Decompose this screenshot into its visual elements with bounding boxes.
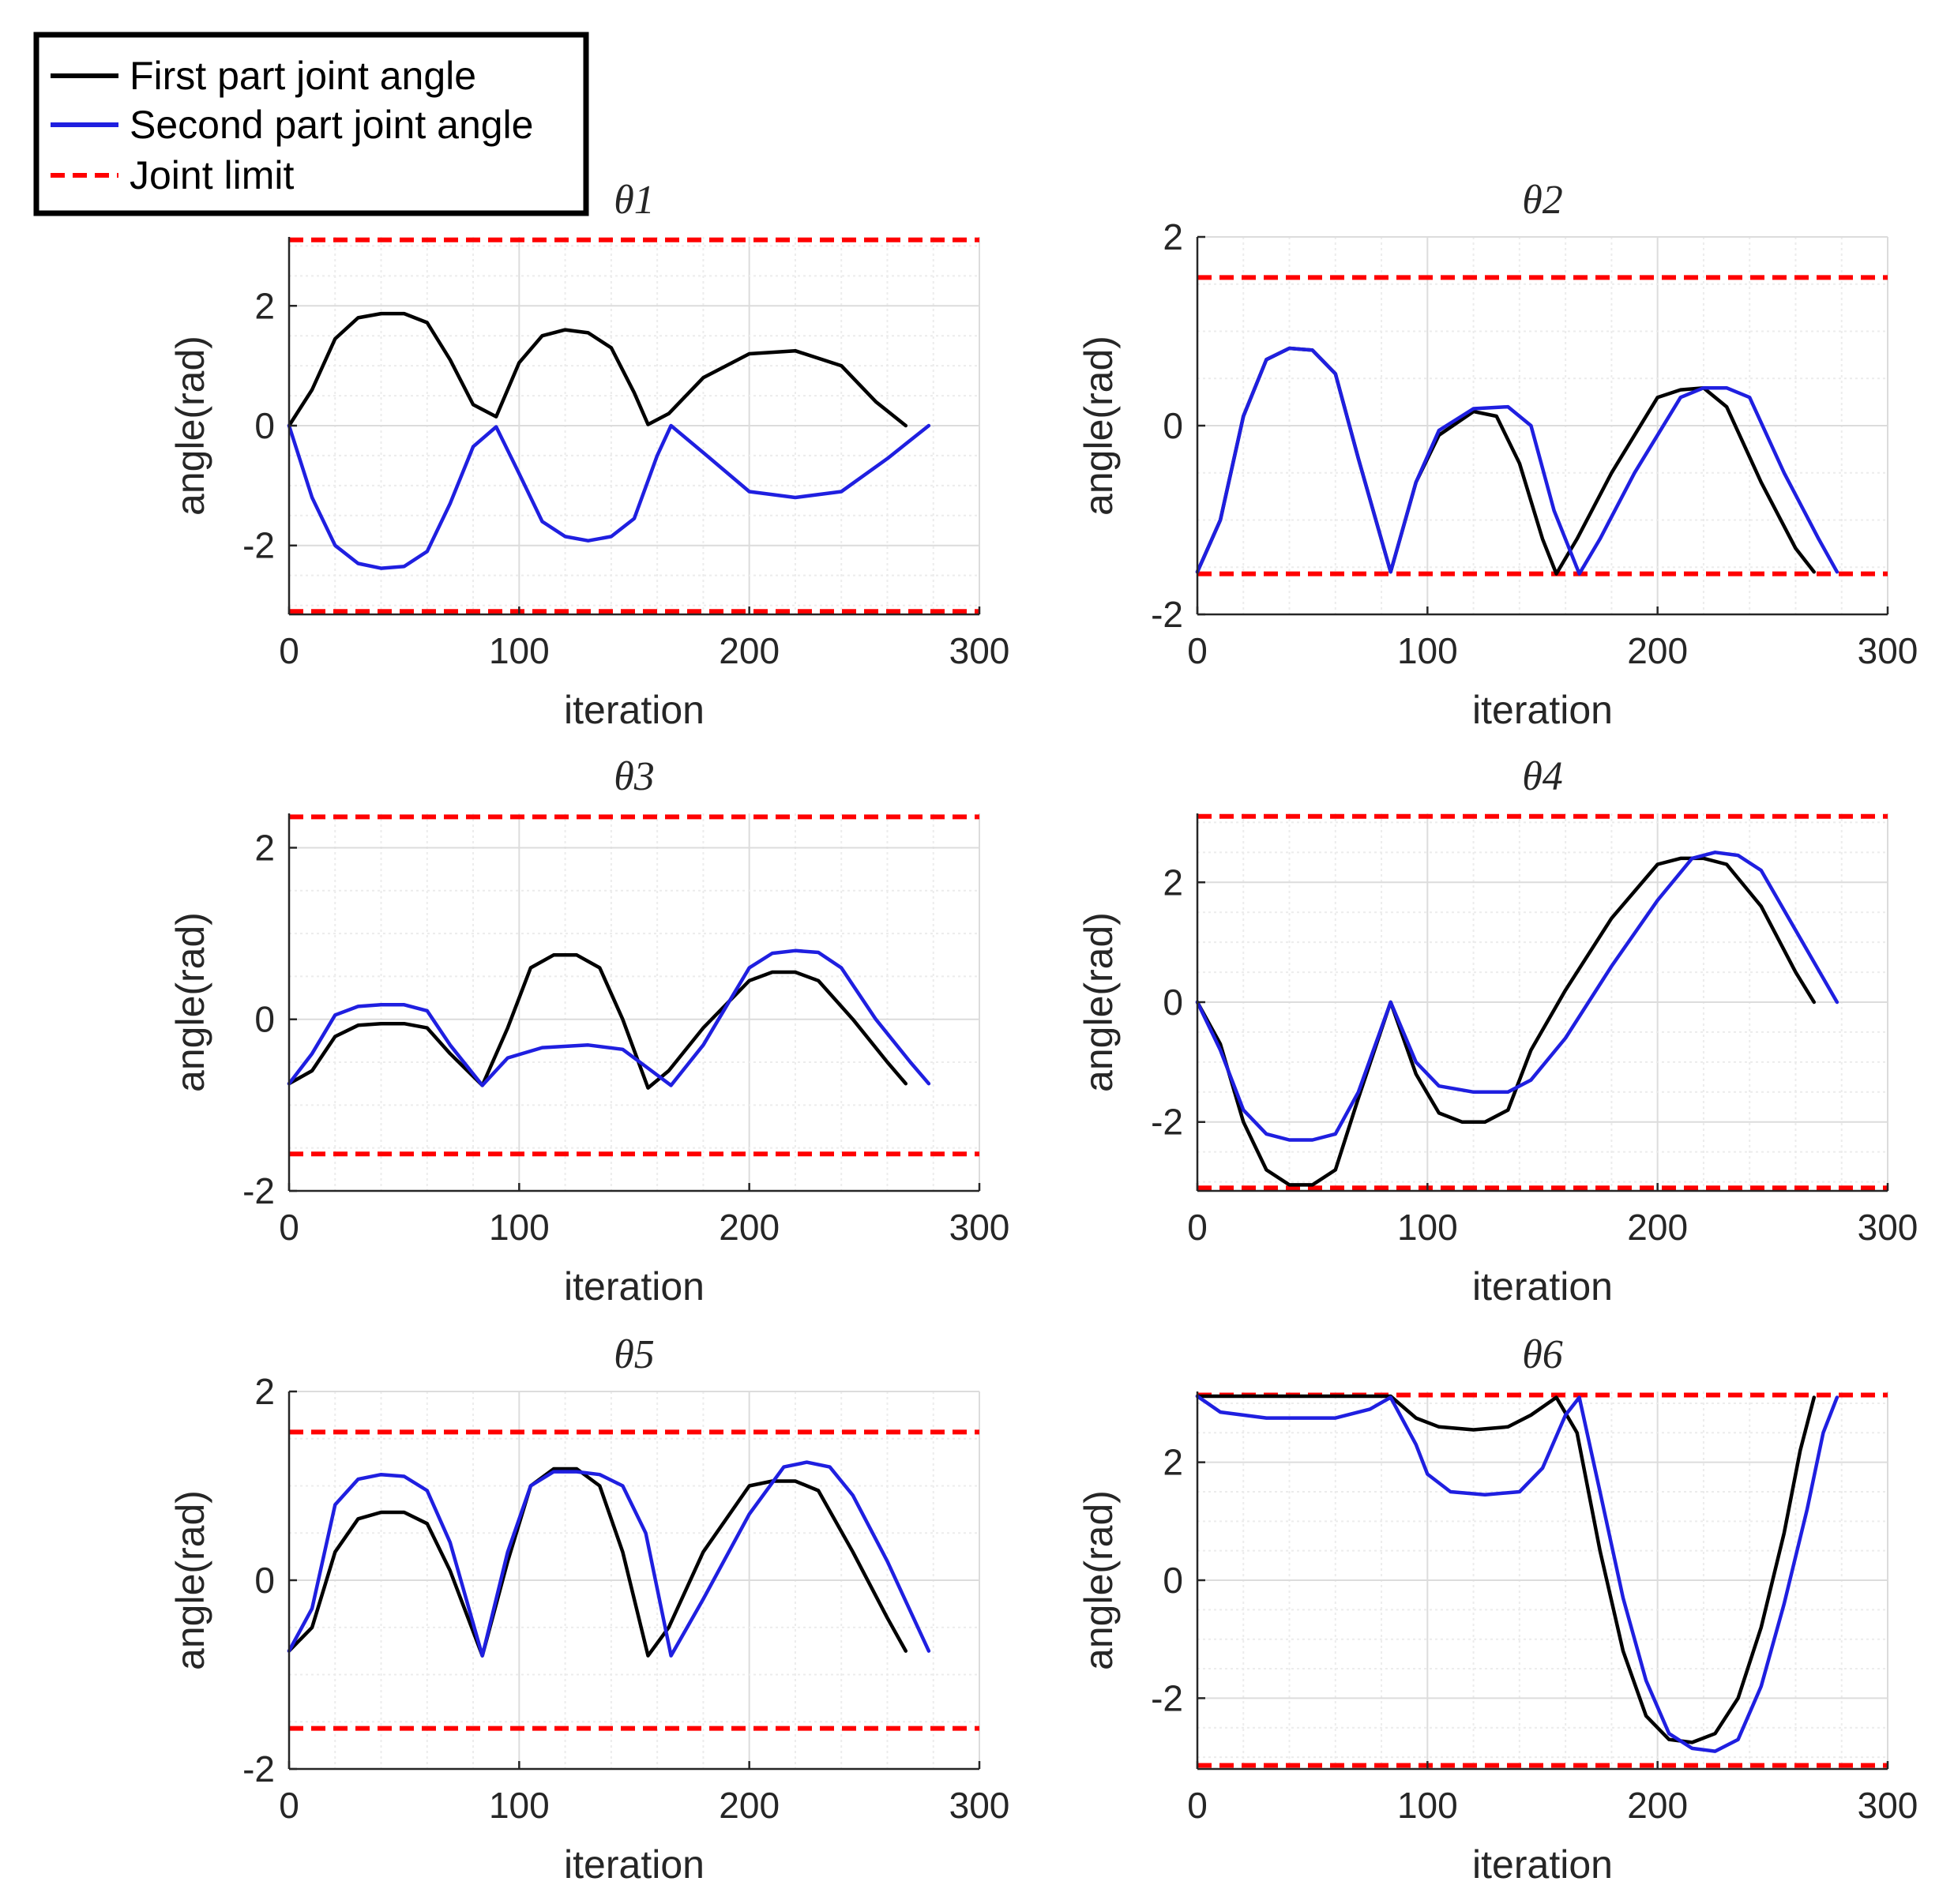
y-tick-label: 2 <box>1163 216 1183 257</box>
x-tick-label: 200 <box>719 1207 780 1248</box>
series-line-first-part <box>287 1466 908 1658</box>
y-axis-label: angle(rad) <box>168 912 212 1092</box>
subplot-theta4: 0 100 200 300 -2 0 2 iteration angle(rad) θ4 <box>1077 754 1918 1309</box>
x-axis-label: iteration <box>564 1842 705 1887</box>
x-tick-label: 300 <box>949 1785 1010 1826</box>
x-axis-label: iteration <box>1472 1264 1613 1309</box>
x-tick-label: 200 <box>1627 1785 1688 1826</box>
y-tick-label: -2 <box>242 1170 275 1211</box>
series-line-first-part <box>1195 856 1817 1187</box>
plot-area <box>289 813 979 1191</box>
x-tick-label: 300 <box>949 630 1010 671</box>
legend: First part joint angle Second part joint… <box>33 32 589 216</box>
x-tick-label: 300 <box>1858 1785 1918 1826</box>
x-axis-label: iteration <box>564 688 705 732</box>
y-tick-label: -2 <box>242 525 275 566</box>
y-axis-label: angle(rad) <box>1077 336 1121 516</box>
x-tick-label: 100 <box>1397 630 1458 671</box>
series-line-second-part <box>287 1460 931 1658</box>
x-tick-label: 0 <box>1187 1207 1208 1248</box>
y-tick-label: 2 <box>254 1371 275 1412</box>
y-tick-label: -2 <box>1151 1677 1183 1718</box>
series-line-second-part <box>1195 1394 1839 1753</box>
x-tick-label: 100 <box>1397 1785 1458 1826</box>
x-tick-label: 200 <box>1627 630 1688 671</box>
y-tick-label: 0 <box>1163 1560 1183 1601</box>
series-line-first-part <box>287 953 908 1090</box>
legend-label-second: Second part joint angle <box>130 103 533 147</box>
y-tick-label: 0 <box>254 1560 275 1601</box>
x-tick-label: 300 <box>1858 1207 1918 1248</box>
x-tick-label: 200 <box>1627 1207 1688 1248</box>
legend-label-first: First part joint angle <box>130 54 476 98</box>
series-line-second-part <box>1195 851 1839 1142</box>
y-tick-label: 0 <box>254 405 275 446</box>
x-axis-label: iteration <box>564 1264 705 1309</box>
series-line-second-part <box>1195 346 1839 576</box>
y-tick-label: 2 <box>254 827 275 868</box>
x-tick-label: 100 <box>489 630 550 671</box>
x-tick-label: 0 <box>279 630 299 671</box>
chart-title: θ4 <box>1522 754 1563 799</box>
subplot-theta1: 0 100 200 300 -2 0 2 iteration angle(rad) θ1 <box>168 178 1009 732</box>
x-tick-label: 0 <box>1187 1785 1208 1826</box>
chart-title: θ3 <box>614 754 655 799</box>
x-tick-label: 0 <box>279 1207 299 1248</box>
y-tick-label: 2 <box>1163 862 1183 903</box>
chart-title: θ5 <box>614 1332 655 1377</box>
y-axis-label: angle(rad) <box>168 1490 212 1670</box>
series-line-first-part <box>287 311 908 428</box>
y-tick-label: -2 <box>242 1748 275 1789</box>
y-axis-label: angle(rad) <box>1077 1490 1121 1670</box>
chart-title: θ2 <box>1522 178 1563 223</box>
series-line-second-part <box>287 423 931 570</box>
x-tick-label: 0 <box>1187 630 1208 671</box>
x-tick-label: 200 <box>719 1785 780 1826</box>
x-tick-label: 0 <box>279 1785 299 1826</box>
x-tick-label: 100 <box>489 1785 550 1826</box>
y-tick-label: 0 <box>1163 405 1183 446</box>
series-line-second-part <box>287 948 931 1087</box>
x-tick-label: 300 <box>1858 630 1918 671</box>
series-line-first-part <box>1195 1394 1817 1744</box>
legend-label-limit: Joint limit <box>130 153 294 197</box>
y-tick-label: 0 <box>1163 982 1183 1023</box>
y-tick-label: 2 <box>254 285 275 326</box>
grid <box>288 1391 980 1770</box>
subplot-theta6: 0 100 200 300 -2 0 2 iteration angle(rad) θ6 <box>1077 1332 1918 1887</box>
y-axis-label: angle(rad) <box>168 336 212 516</box>
chart-title: θ6 <box>1522 1332 1563 1377</box>
x-axis-label: iteration <box>1472 1842 1613 1887</box>
chart-title: θ1 <box>614 178 655 223</box>
legend-box <box>33 32 589 216</box>
x-tick-label: 100 <box>1397 1207 1458 1248</box>
x-tick-label: 100 <box>489 1207 550 1248</box>
x-tick-label: 300 <box>949 1207 1010 1248</box>
y-tick-label: -2 <box>1151 1102 1183 1143</box>
y-tick-label: -2 <box>1151 594 1183 635</box>
x-axis-label: iteration <box>1472 688 1613 732</box>
x-tick-label: 200 <box>719 630 780 671</box>
y-tick-label: 0 <box>254 999 275 1040</box>
y-tick-label: 2 <box>1163 1442 1183 1483</box>
y-axis-label: angle(rad) <box>1077 912 1121 1092</box>
